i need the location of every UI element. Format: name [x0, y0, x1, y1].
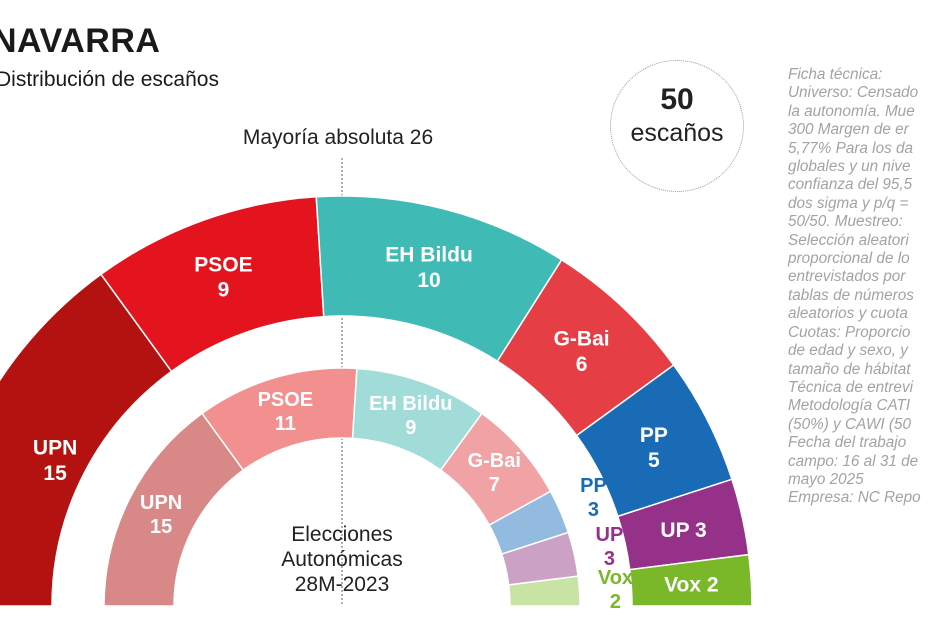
total-seats-label: escaños — [630, 119, 724, 147]
outer-label-up: UP 3 — [660, 519, 706, 542]
outer-label-pp: PP 5 — [640, 424, 668, 472]
outer-segment-vox — [628, 553, 753, 607]
inner-label-psoe: PSOE 11 — [258, 389, 314, 435]
inner-segment-vox — [507, 575, 581, 607]
inner-label-g-bai: G-Bai 7 — [468, 450, 521, 496]
center-label-line-3: 28M-2023 — [295, 573, 390, 596]
chart-title: NAVARRA — [0, 22, 161, 60]
majority-label: Mayoría absoluta 26 — [243, 126, 433, 149]
total-seats-badge: 50 escaños — [610, 60, 744, 192]
inner-label-upn: UPN 15 — [140, 492, 182, 538]
outer-label-eh-bildu: EH Bildu 10 — [385, 244, 473, 292]
outer-label-psoe: PSOE 9 — [194, 253, 252, 301]
outer-label-upn: UPN 15 — [33, 437, 77, 485]
technical-sheet: Ficha técnica: Universo: Censado la auto… — [788, 66, 921, 507]
total-seats-number: 50 — [660, 83, 694, 116]
inner-label-eh-bildu: EH Bildu 9 — [369, 393, 452, 439]
outer-label-g-bai: G-Bai 6 — [554, 328, 610, 376]
chart-subtitle: Distribución de escaños — [0, 68, 219, 91]
inner-label-pp: PP 3 — [580, 475, 607, 521]
inner-label-vox: Vox 2 — [598, 567, 633, 613]
center-label-line-2: Autonómicas — [281, 548, 402, 571]
center-label-line-1: Elecciones — [291, 523, 393, 546]
outer-ring: UPN 15 PSOE 9 EH Bildu 10 G-Bai 6 PP 5 UP 3 Vox 2 — [0, 195, 753, 607]
inner-label-up: UP 3 — [596, 524, 624, 570]
outer-label-vox: Vox 2 — [664, 573, 718, 596]
